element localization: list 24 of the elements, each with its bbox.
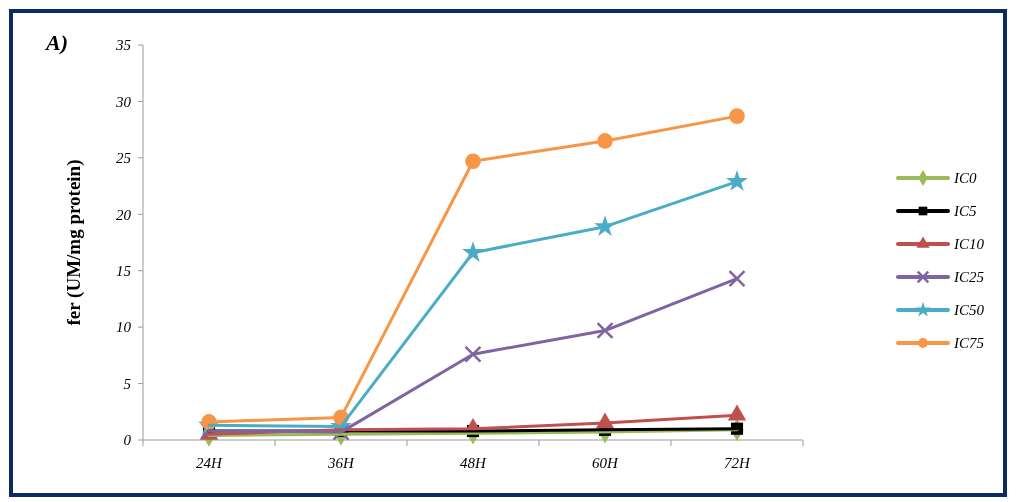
y-axis-title: fer (UM/mg protein)	[63, 159, 85, 326]
chart-title: A)	[44, 30, 68, 55]
y-tick-label: 25	[116, 150, 132, 167]
legend-label: IC25	[953, 269, 985, 286]
legend-label: IC75	[953, 335, 985, 352]
x-tick-label: 48H	[460, 455, 488, 471]
y-tick-label: 30	[115, 93, 132, 110]
point	[728, 269, 746, 288]
y-tick-label: 0	[123, 432, 132, 449]
legend-label: IC5	[953, 203, 977, 220]
y-tick-label: 20	[116, 206, 132, 223]
y-tick-label: 15	[116, 262, 132, 279]
legend-label: IC50	[953, 302, 985, 319]
point	[596, 321, 614, 340]
x-tick-label: 36H	[327, 455, 356, 471]
y-tick-label: 5	[123, 375, 132, 392]
legend-label: IC10	[953, 236, 985, 253]
x-tick-label: 60H	[592, 455, 620, 471]
legend-label: IC0	[953, 170, 977, 187]
y-tick-label: 10	[116, 319, 132, 336]
point	[464, 345, 482, 363]
y-tick-label: 35	[115, 37, 132, 54]
x-tick-label: 72H	[724, 455, 752, 471]
x-tick-label: 24H	[196, 455, 224, 471]
